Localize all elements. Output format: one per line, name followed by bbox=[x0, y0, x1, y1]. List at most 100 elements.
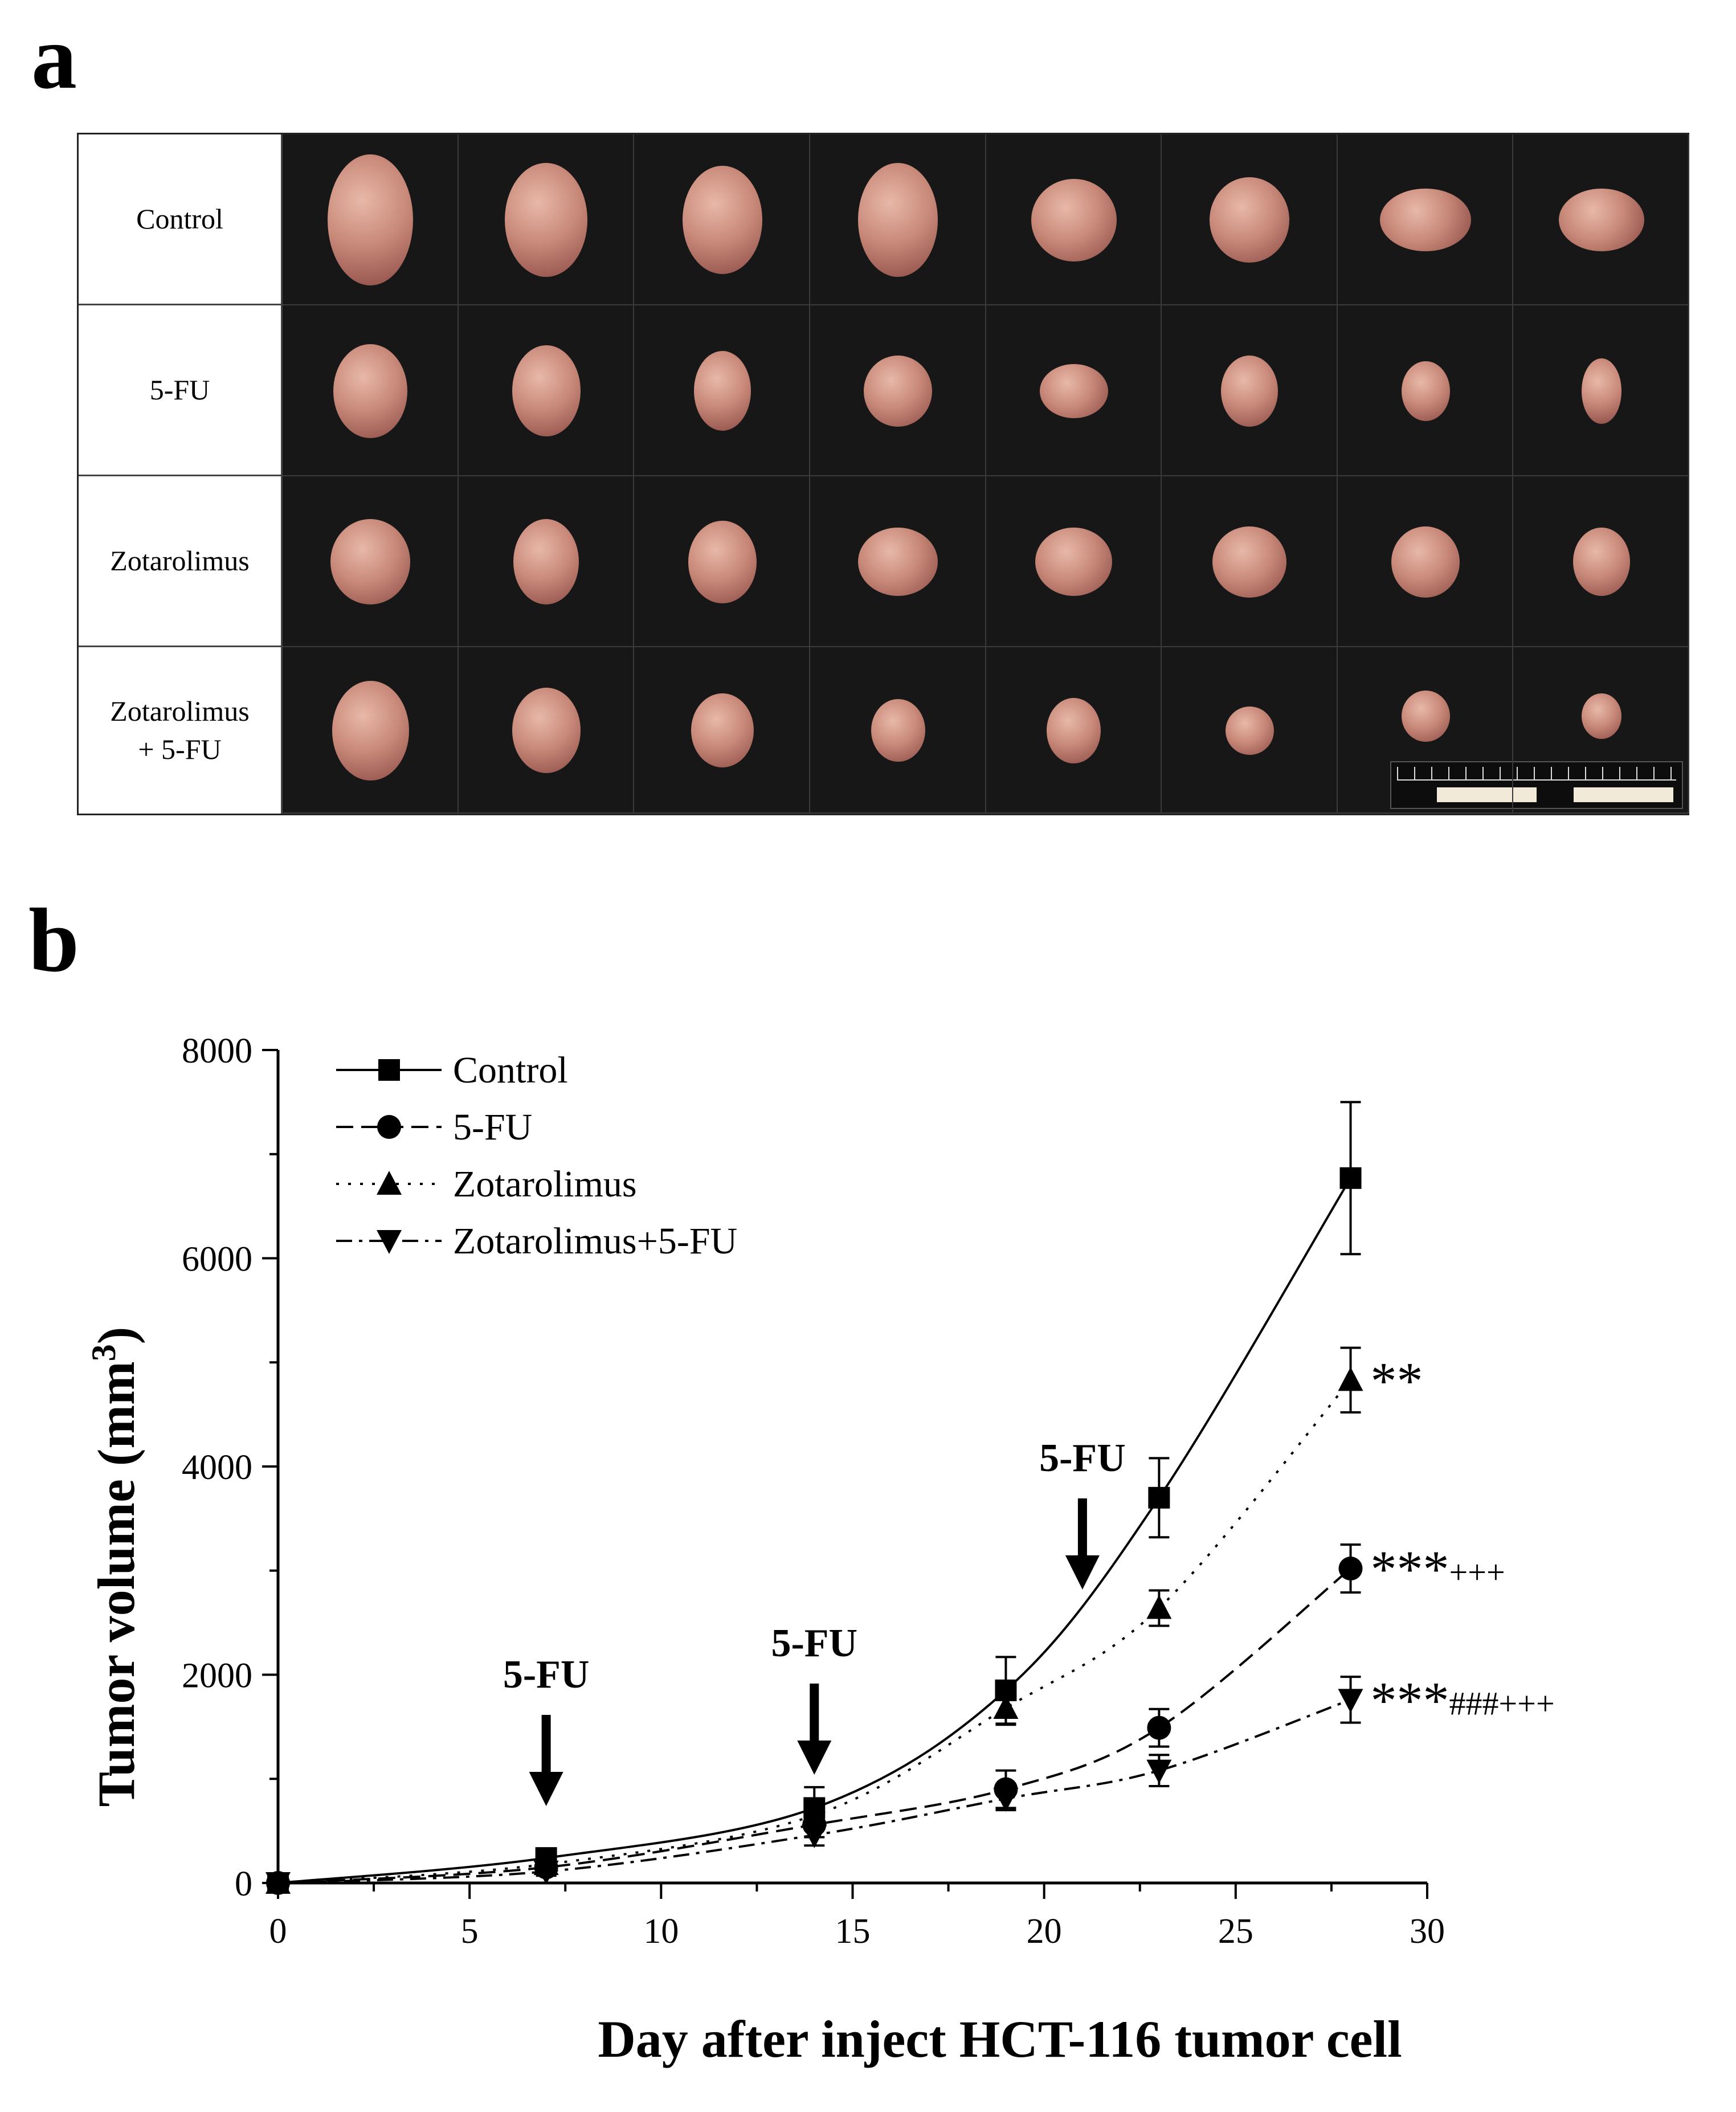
tumor-photo-cell bbox=[1513, 476, 1689, 647]
legend-marker bbox=[377, 1230, 402, 1254]
tumor-photo-cell bbox=[1162, 305, 1338, 476]
tumor-photo-cell bbox=[1513, 647, 1689, 814]
tumor-photo-cell bbox=[634, 647, 810, 814]
ruler-ticks bbox=[1397, 767, 1676, 781]
tumor-photo-cell bbox=[1162, 647, 1338, 814]
tumor-photo-cell bbox=[634, 476, 810, 647]
legend-label: Zotarolimus bbox=[453, 1163, 637, 1205]
tumor-photo-cell bbox=[986, 647, 1162, 814]
x-tick-label: 25 bbox=[1218, 1912, 1253, 1951]
tumor-specimen bbox=[1581, 358, 1621, 424]
data-point bbox=[993, 1694, 1019, 1719]
data-point bbox=[1338, 1689, 1363, 1713]
panel-b-letter: b bbox=[28, 889, 79, 991]
arrow-head bbox=[1065, 1555, 1100, 1590]
arrow-shaft bbox=[1077, 1498, 1087, 1564]
series-zotarolimus: ** bbox=[265, 1346, 1423, 1894]
tumor-photo-cell bbox=[986, 476, 1162, 647]
x-tick-label: 15 bbox=[835, 1912, 871, 1951]
series-5-fu: ***+++ bbox=[266, 1540, 1505, 1895]
arrow-head bbox=[797, 1741, 832, 1775]
x-tick-label: 30 bbox=[1410, 1912, 1445, 1951]
legend-label: 5-FU bbox=[453, 1106, 532, 1148]
y-tick-label: 8000 bbox=[182, 1032, 252, 1071]
tumor-specimen bbox=[691, 693, 754, 767]
tumor-photo-cell bbox=[634, 305, 810, 476]
data-point bbox=[1338, 1557, 1363, 1581]
tumor-photo-cell bbox=[1513, 134, 1689, 305]
tumor-photo-panel: Control 5-FU Zotarolimus Zotarolimus + 5… bbox=[77, 133, 1689, 815]
dose-label: 5-FU bbox=[1039, 1436, 1126, 1480]
tumor-photo-cell bbox=[458, 134, 635, 305]
series-line bbox=[277, 1567, 1351, 1884]
tumor-specimen bbox=[1210, 177, 1290, 263]
arrow-head bbox=[529, 1772, 563, 1806]
legend-item: 5-FU bbox=[336, 1106, 532, 1148]
tumor-specimen bbox=[858, 163, 938, 277]
tumor-photo-cell bbox=[810, 476, 986, 647]
tumor-specimen bbox=[1391, 526, 1460, 598]
data-point bbox=[993, 1787, 1019, 1812]
tumor-specimen bbox=[858, 528, 938, 596]
tumor-specimen bbox=[864, 355, 933, 427]
tumor-photo-cell bbox=[1337, 647, 1514, 814]
tumor-photo-cell bbox=[1337, 476, 1514, 647]
tumor-photo-cell bbox=[283, 134, 459, 305]
x-tick-label: 5 bbox=[461, 1912, 479, 1951]
data-point bbox=[802, 1824, 827, 1848]
data-point bbox=[1146, 1759, 1172, 1784]
tumor-specimen bbox=[333, 344, 408, 438]
data-point bbox=[265, 1872, 291, 1896]
legend-marker bbox=[377, 1171, 402, 1195]
series-layer: ***+++ ** ***###+++ bbox=[265, 1101, 1555, 1896]
tumor-specimen bbox=[1401, 691, 1450, 742]
y-tick-label: 0 bbox=[235, 1865, 252, 1903]
tumor-photo-cell bbox=[1162, 134, 1338, 305]
row-label-5fu: 5-FU bbox=[79, 305, 281, 476]
tumor-photo-cell bbox=[1513, 305, 1689, 476]
dose-arrow: 5-FU bbox=[771, 1621, 857, 1775]
dose-arrow: 5-FU bbox=[503, 1653, 589, 1806]
tumor-photo-cell bbox=[1162, 476, 1338, 647]
data-point bbox=[1339, 1167, 1362, 1189]
tumor-specimen bbox=[1225, 706, 1274, 755]
tumor-specimen bbox=[512, 688, 581, 773]
tumor-specimen bbox=[332, 680, 409, 781]
legend-label: Control bbox=[453, 1049, 568, 1091]
tumor-specimen bbox=[1401, 361, 1450, 421]
tumor-specimen bbox=[1380, 189, 1472, 251]
significance-label: ***###+++ bbox=[1371, 1671, 1555, 1729]
tumor-specimen bbox=[1212, 526, 1287, 598]
data-point bbox=[1338, 1367, 1363, 1391]
row-label-column: Control 5-FU Zotarolimus Zotarolimus + 5… bbox=[79, 134, 281, 814]
tumor-photo-cell bbox=[458, 305, 635, 476]
dose-annotations: 5-FU 5-FU 5-FU bbox=[503, 1436, 1126, 1806]
chart-axes: 0 5 10 15 20 25 30 0 2000 4000 6000 8000 bbox=[182, 1032, 1445, 1951]
arrow-shaft bbox=[541, 1715, 551, 1780]
tumor-photo-cell bbox=[458, 476, 635, 647]
dose-arrow: 5-FU bbox=[1039, 1436, 1126, 1590]
ruler-date-tab bbox=[1574, 787, 1673, 802]
x-tick-label: 10 bbox=[643, 1912, 679, 1951]
legend-marker bbox=[378, 1059, 400, 1081]
tumor-photo-cell bbox=[458, 647, 635, 814]
tumor-specimen bbox=[1558, 189, 1644, 251]
data-point bbox=[1148, 1486, 1170, 1509]
tumor-photo-cell bbox=[810, 305, 986, 476]
tumor-photo-cell bbox=[986, 305, 1162, 476]
tumor-photo-cell bbox=[986, 134, 1162, 305]
dose-label: 5-FU bbox=[771, 1621, 857, 1665]
tumor-specimen bbox=[871, 699, 925, 762]
y-tick-label: 2000 bbox=[182, 1657, 252, 1696]
series-control bbox=[267, 1101, 1362, 1894]
y-axis-label: Tumor volume (mm3) bbox=[85, 1327, 145, 1807]
legend-marker bbox=[377, 1115, 401, 1139]
tumor-specimen bbox=[512, 345, 581, 436]
tumor-photo-cell bbox=[1337, 134, 1514, 305]
tumor-photo-cell bbox=[283, 476, 459, 647]
significance-label: ***+++ bbox=[1371, 1540, 1505, 1598]
tumor-specimen bbox=[682, 166, 762, 274]
series-line bbox=[277, 1698, 1351, 1884]
panel-a-letter: a bbox=[31, 6, 77, 108]
